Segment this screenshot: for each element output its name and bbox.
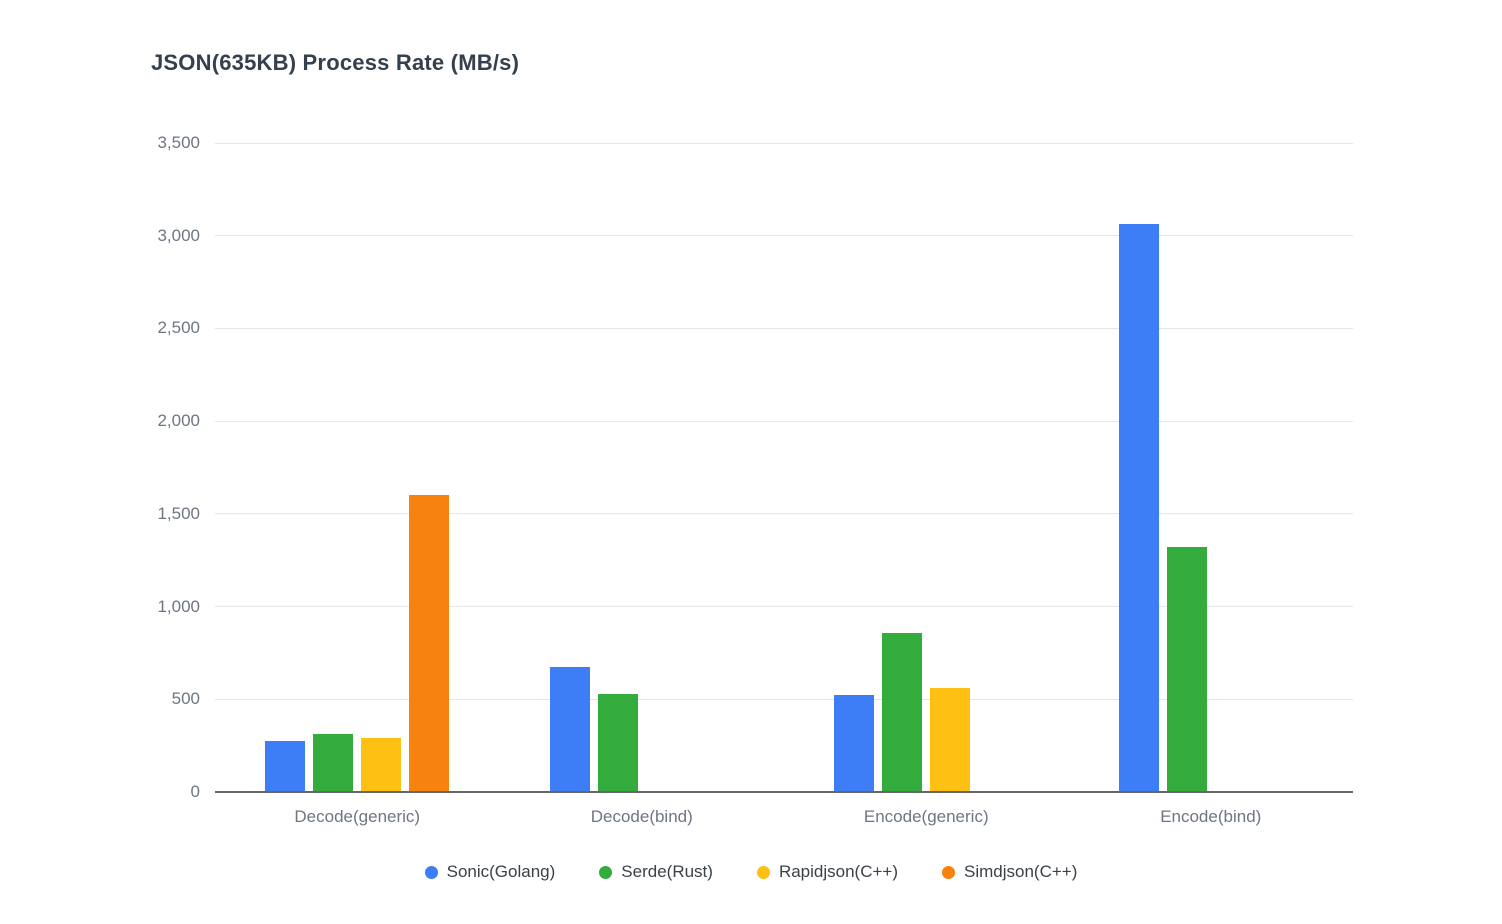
gridline <box>215 142 1353 144</box>
legend-label: Serde(Rust) <box>621 862 713 881</box>
chart-legend: Sonic(Golang) Serde(Rust) Rapidjson(C++) Si… <box>0 862 1502 882</box>
bar <box>597 693 638 792</box>
gridline <box>215 513 1353 515</box>
legend-item[interactable]: Sonic(Golang) <box>424 862 556 882</box>
y-tick-label: 3,000 <box>157 225 200 245</box>
bar <box>313 733 354 792</box>
bar <box>834 694 875 792</box>
gridline <box>215 420 1353 422</box>
category-label: Encode(generic) <box>863 807 989 826</box>
legend-label: Sonic(Golang) <box>446 862 556 881</box>
bar <box>882 633 923 792</box>
y-tick-label: 2,000 <box>157 411 200 431</box>
bar <box>361 738 402 792</box>
bar <box>1118 223 1159 792</box>
gridline <box>215 606 1353 608</box>
bar <box>265 741 306 792</box>
bar <box>549 666 590 792</box>
category-label: Decode(generic) <box>294 807 421 826</box>
y-tick-label: 3,500 <box>157 133 200 152</box>
legend-label: Rapidjson(C++) <box>778 862 898 881</box>
y-tick-label: 1,500 <box>157 503 200 523</box>
gridline <box>215 327 1353 329</box>
legend-label: Simdjson(C++) <box>964 862 1078 881</box>
legend-dot-icon <box>599 865 613 879</box>
bar <box>930 688 971 792</box>
chart-title: JSON(635KB) Process Rate (MB/s) <box>151 50 520 75</box>
gridline <box>215 698 1353 700</box>
legend-dot-icon <box>424 865 438 879</box>
y-tick-label: 500 <box>171 689 200 709</box>
bar <box>409 495 450 792</box>
legend-item[interactable]: Rapidjson(C++) <box>756 862 898 882</box>
category-label: Encode(bind) <box>1160 807 1262 826</box>
bar <box>1166 547 1207 792</box>
legend-dot-icon <box>942 865 955 879</box>
y-tick-label: 1,000 <box>157 596 200 616</box>
legend-item[interactable]: Serde(Rust) <box>599 862 713 882</box>
legend-item[interactable]: Simdjson(C++) <box>942 862 1077 882</box>
category-label: Decode(bind) <box>590 807 693 826</box>
x-axis-line <box>215 791 1353 793</box>
y-tick-label: 0 <box>190 782 200 801</box>
legend-dot-icon <box>756 865 770 879</box>
gridline <box>215 235 1353 237</box>
y-tick-label: 2,500 <box>157 318 200 338</box>
